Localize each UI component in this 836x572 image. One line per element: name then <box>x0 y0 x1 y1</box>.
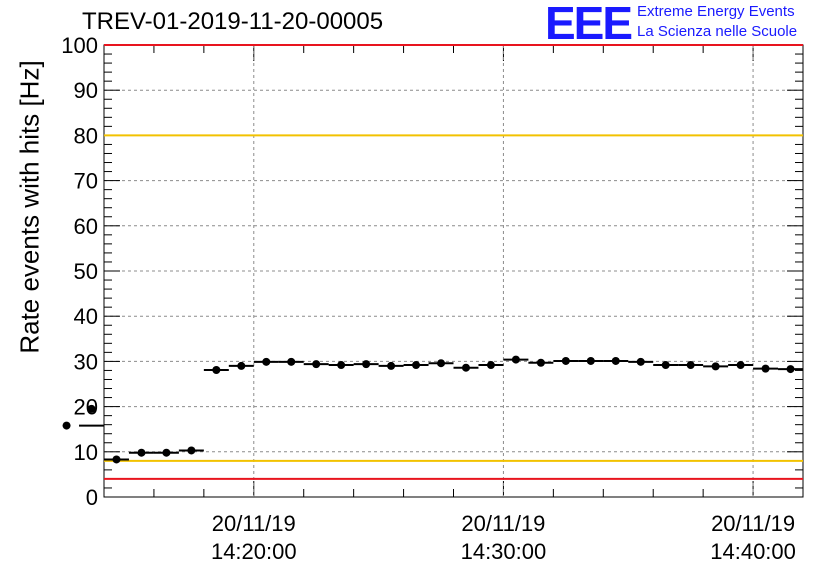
data-point <box>212 365 221 374</box>
data-point <box>337 361 346 370</box>
y-tick-label: 30 <box>74 349 98 374</box>
eee-logo: EEE <box>545 0 633 49</box>
data-point <box>586 356 595 365</box>
data-point <box>561 356 570 365</box>
chart-title: TREV-01-2019-11-20-00005 <box>82 8 384 35</box>
x-tick-time: 14:20:00 <box>211 539 297 564</box>
data-point <box>636 357 645 366</box>
data-point <box>312 360 321 369</box>
data-point <box>661 361 670 370</box>
x-tick-date: 20/11/19 <box>212 511 296 536</box>
data-point <box>112 455 121 464</box>
y-tick-label: 80 <box>74 123 98 148</box>
data-point <box>162 448 171 457</box>
y-tick-label: 0 <box>86 485 98 510</box>
data-point <box>187 446 196 455</box>
data-point <box>711 362 720 371</box>
data-point <box>412 361 421 370</box>
y-tick-label: 10 <box>74 440 98 465</box>
data-point <box>486 361 495 370</box>
data-point <box>686 361 695 370</box>
x-tick-time: 14:40:00 <box>710 539 796 564</box>
y-tick-label: 50 <box>74 259 98 284</box>
data-point <box>511 355 520 364</box>
brand-line-2: La Scienza nelle Scuole <box>637 23 798 40</box>
y-tick-label: 100 <box>61 33 98 58</box>
data-point <box>62 421 71 430</box>
data-point <box>287 357 296 366</box>
brand-line-1: Extreme Energy Events <box>637 3 795 20</box>
data-point <box>237 361 246 370</box>
data-point <box>786 365 795 374</box>
data-point <box>362 360 371 369</box>
data-point <box>461 363 470 372</box>
y-tick-label: 90 <box>74 78 98 103</box>
data-point <box>137 448 146 457</box>
x-tick-date: 20/11/19 <box>711 511 795 536</box>
y-tick-label: 70 <box>74 169 98 194</box>
data-point <box>536 358 545 367</box>
data-point <box>611 356 620 365</box>
data-point <box>437 359 446 368</box>
data-point <box>736 361 745 370</box>
x-tick-time: 14:30:00 <box>461 539 547 564</box>
data-point <box>262 357 271 366</box>
data-point <box>87 404 96 413</box>
x-tick-date: 20/11/19 <box>461 511 545 536</box>
y-tick-label: 40 <box>74 304 98 329</box>
y-tick-label: 60 <box>74 214 98 239</box>
data-point <box>387 361 396 370</box>
data-point <box>761 364 770 373</box>
